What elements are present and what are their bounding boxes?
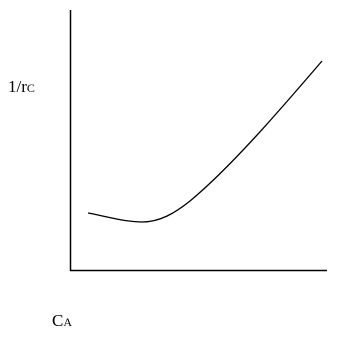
x-axis-label: CA [52,311,72,330]
y-label-main: 1/r [8,77,27,96]
y-axis-label: 1/rC [8,77,35,96]
x-label-sub: A [63,315,72,329]
y-label-sub: C [27,81,35,95]
curve [87,60,323,223]
x-label-main: C [52,311,63,330]
